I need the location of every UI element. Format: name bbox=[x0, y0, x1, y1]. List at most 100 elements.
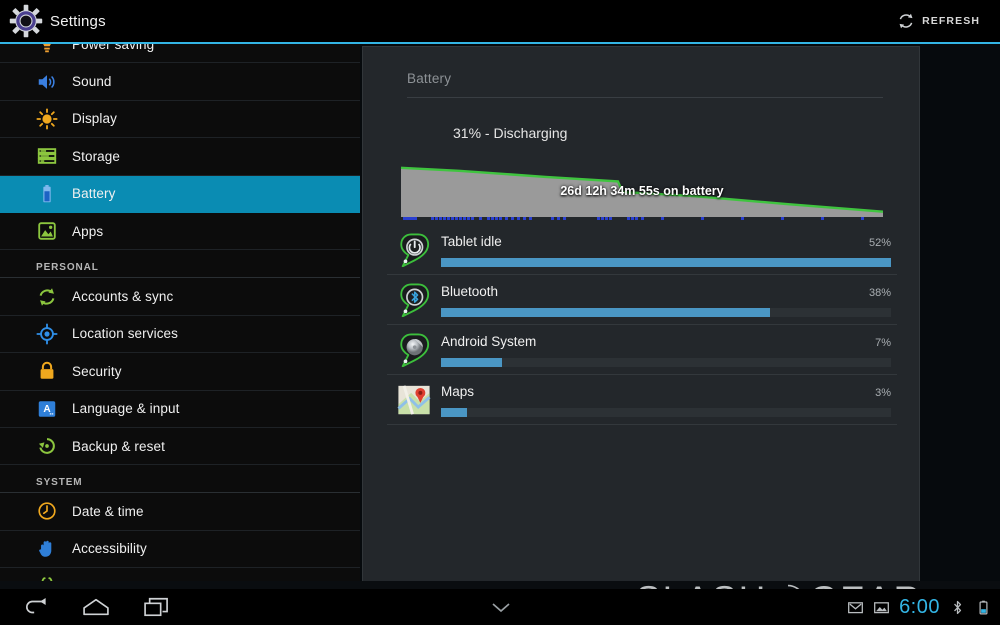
brightness-icon bbox=[36, 108, 58, 130]
system-navigation-bar: 6:00 bbox=[0, 589, 1000, 625]
storage-bars-icon bbox=[37, 148, 57, 165]
app-title: Settings bbox=[50, 12, 106, 30]
speaker-icon bbox=[38, 74, 55, 89]
sidebar-item-location-services[interactable]: Location services bbox=[0, 316, 360, 354]
battery-level-icon bbox=[979, 600, 988, 614]
content-area: Power saving Sound Display Storage Battery Ap… bbox=[0, 44, 1000, 620]
gmail-icon bbox=[848, 601, 863, 613]
screenshot-image-icon bbox=[874, 601, 889, 613]
sidebar-item-label: Accounts & sync bbox=[72, 289, 174, 305]
battery-usage-row[interactable]: Bluetooth 38% bbox=[387, 275, 897, 325]
settings-sidebar[interactable]: Power saving Sound Display Storage Battery Ap… bbox=[0, 44, 360, 581]
sidebar-item-label: Display bbox=[72, 111, 117, 127]
android-system-badge-icon-wrapper bbox=[397, 333, 431, 368]
battery-usage-percent: 7% bbox=[875, 337, 891, 349]
hand-icon bbox=[36, 538, 58, 560]
settings-gear-icon bbox=[6, 1, 46, 41]
sidebar-item-display[interactable]: Display bbox=[0, 101, 360, 139]
accent-divider bbox=[0, 42, 1000, 44]
battery-usage-app-name: Bluetooth bbox=[441, 284, 499, 299]
battery-usage-percent: 38% bbox=[868, 287, 891, 299]
sidebar-item-label: Location services bbox=[72, 326, 179, 342]
sidebar-item-label: Power saving bbox=[72, 44, 155, 52]
battery-status-text: 31% - Discharging bbox=[453, 125, 568, 141]
battery-usage-bar-fill bbox=[441, 358, 502, 367]
chevron-down-icon[interactable] bbox=[486, 599, 516, 615]
location-target-icon bbox=[36, 323, 58, 345]
bluetooth-badge-icon bbox=[400, 283, 430, 318]
battery-icon bbox=[36, 183, 58, 205]
refresh-icon bbox=[899, 13, 913, 29]
recent-apps-icon[interactable] bbox=[142, 596, 172, 618]
battery-usage-percent: 3% bbox=[875, 387, 891, 399]
sidebar-item-sound[interactable]: Sound bbox=[0, 63, 360, 101]
settings-nav-list: Power saving Sound Display Storage Battery Ap… bbox=[0, 44, 360, 581]
sync-icon bbox=[36, 286, 58, 308]
sidebar-item-label: Apps bbox=[72, 223, 104, 239]
bluetooth-badge-icon-wrapper bbox=[397, 283, 431, 318]
hand-icon bbox=[39, 540, 52, 557]
sidebar-item-developer-options[interactable]: Developer options bbox=[0, 568, 360, 581]
battery-usage-row[interactable]: Tablet idle 52% bbox=[387, 225, 897, 275]
keyboard-letter-icon: A bbox=[36, 398, 58, 420]
back-arrow-icon[interactable] bbox=[20, 596, 52, 618]
battery-detail-panel: Battery 31% - Discharging 26d 12h 34m 55… bbox=[362, 46, 920, 581]
lock-icon bbox=[36, 360, 58, 382]
sidebar-item-label: Security bbox=[72, 363, 122, 379]
apps-icon bbox=[38, 222, 56, 240]
clock-icon bbox=[36, 500, 58, 522]
sidebar-item-label: Storage bbox=[72, 148, 120, 164]
keyboard-letter-icon: A bbox=[38, 400, 56, 417]
battery-usage-app-name: Tablet idle bbox=[441, 234, 502, 249]
action-bar: Settings REFRESH bbox=[0, 0, 1000, 42]
panel-divider bbox=[407, 97, 883, 98]
sidebar-item-label: Date & time bbox=[72, 503, 144, 519]
sidebar-section-personal: PERSONAL bbox=[0, 250, 360, 279]
sidebar-item-apps[interactable]: Apps bbox=[0, 213, 360, 251]
battery-usage-bar-track bbox=[441, 408, 891, 417]
power-badge-icon bbox=[400, 233, 430, 268]
maps-icon bbox=[397, 385, 431, 415]
battery-usage-bar-track bbox=[441, 308, 891, 317]
backup-restore-icon bbox=[38, 438, 55, 454]
apps-icon bbox=[36, 220, 58, 242]
sidebar-item-storage[interactable]: Storage bbox=[0, 138, 360, 176]
sync-icon bbox=[39, 287, 55, 306]
power-saving-icon bbox=[36, 44, 58, 55]
sidebar-item-language-input[interactable]: A Language & input bbox=[0, 391, 360, 428]
battery-icon bbox=[43, 184, 51, 202]
svg-text:A: A bbox=[43, 404, 51, 415]
home-icon[interactable] bbox=[80, 596, 112, 618]
battery-usage-app-name: Maps bbox=[441, 384, 475, 399]
braces-icon bbox=[36, 575, 58, 581]
sidebar-item-backup-reset[interactable]: Backup & reset bbox=[0, 428, 360, 466]
sidebar-item-date-time[interactable]: Date & time bbox=[0, 493, 360, 531]
sidebar-item-accessibility[interactable]: Accessibility bbox=[0, 531, 360, 569]
battery-usage-row[interactable]: Android System 7% bbox=[387, 325, 897, 375]
battery-usage-bar-fill bbox=[441, 408, 468, 417]
android-system-badge-icon bbox=[400, 333, 430, 368]
sidebar-item-security[interactable]: Security bbox=[0, 353, 360, 391]
speaker-icon bbox=[36, 71, 58, 93]
sidebar-item-label: Accessibility bbox=[72, 541, 147, 557]
battery-usage-bar-fill bbox=[441, 258, 891, 267]
status-tray[interactable]: 6:00 bbox=[847, 589, 992, 625]
battery-usage-app-name: Android System bbox=[441, 334, 537, 349]
sidebar-item-accounts-sync[interactable]: Accounts & sync bbox=[0, 278, 360, 316]
battery-event-ticks bbox=[403, 217, 864, 220]
battery-usage-bar-track bbox=[441, 358, 891, 367]
braces-icon bbox=[41, 577, 53, 581]
sidebar-item-label: Developer options bbox=[72, 579, 183, 581]
bluetooth-icon bbox=[954, 600, 962, 614]
battery-history-chart[interactable]: 26d 12h 34m 55s on battery bbox=[401, 164, 883, 217]
sidebar-item-label: Language & input bbox=[72, 401, 180, 417]
sidebar-item-power-saving[interactable]: Power saving bbox=[0, 44, 360, 64]
battery-usage-bar-fill bbox=[441, 308, 770, 317]
sidebar-item-battery[interactable]: Battery bbox=[0, 175, 360, 213]
battery-usage-list: Tablet idle 52% Bluetooth 38% Android System… bbox=[387, 225, 897, 425]
sidebar-section-label: SYSTEM bbox=[36, 477, 83, 489]
sidebar-section-system: SYSTEM bbox=[0, 465, 360, 494]
refresh-button[interactable]: REFRESH bbox=[891, 7, 986, 35]
battery-usage-row[interactable]: Maps 3% bbox=[387, 375, 897, 425]
status-clock: 6:00 bbox=[899, 595, 940, 618]
